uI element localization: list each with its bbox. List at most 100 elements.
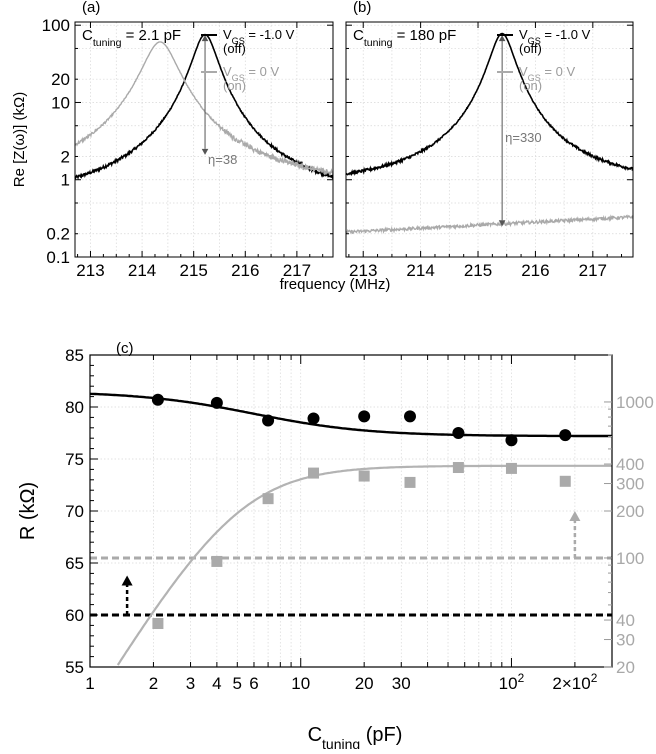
panel-c-point-eta [262,493,274,505]
panel-c-ytick-label: 85 [65,346,84,365]
panel-c-ytick-label: 70 [65,502,84,521]
panel-a-ytick-label: 20 [51,70,70,89]
panel-c-point-R [559,429,572,442]
panel-c-point-R [452,427,465,439]
panel-c-y2tick-label: 30 [616,631,635,650]
panel-c-xtick-label-part: 2 [518,671,525,685]
panel-a-legend-label-0-part: V [223,27,232,42]
panel-b-series-off [345,32,634,177]
panel-c-xtick-label: 2×102 [552,671,597,693]
panel-b-eta-label: η=330 [505,130,542,145]
panel-b-frame [345,21,634,258]
panel-c-xtick-label: 1 [85,674,94,693]
panel-c-point-eta [152,618,164,630]
panel-a-series-on [74,41,334,177]
panel-c-y2tick-label: 100 [616,549,644,568]
frame-layer [74,21,634,668]
panel-b-legend-label-1-part: V [519,64,528,79]
panel-c-xtick-label-part: 30 [392,674,411,693]
panel-c-xtick-label: 2 [149,674,158,693]
panel-c-fit-R [89,392,612,438]
panel-b-title: Ctuning = 180 pF [353,27,456,49]
panel-c-xlabel-part: C [308,724,322,746]
panel-b-legend-label-0-part: = -1.0 V [541,27,591,42]
panel-b-legend-label-0: VGS = -1.0 V [519,27,591,46]
panel-c-point-eta [308,467,320,479]
panel-c-ytick-label: 60 [65,606,84,625]
panel-a-legend-label-1-part: = 0 V [245,64,280,79]
panel-c-point-eta [559,475,571,487]
panel-b-legend-state-0: (off) [519,41,542,56]
panel-a-ytick-label: 1 [61,171,70,190]
panel-c-xlabel: Ctuning (pF) [308,724,403,749]
panel-a-ytick-label: 2 [61,147,70,166]
panel-a-xtick-label: 213 [76,261,104,280]
panel-c-xtick-label: 4 [212,674,221,693]
panel-b-legend-label-1: VGS = 0 V [519,64,575,83]
panel-c-ytick-label: 75 [65,450,84,469]
panel-c-xtick-label-part: 2 [149,674,158,693]
panel-a-frame [74,21,334,258]
panel-c-arrowhead-right [569,511,581,521]
panel-a-ytick-label: 10 [51,93,70,112]
panel-b-title-part: tuning [364,37,393,49]
panel-b-xtick-label: 213 [349,261,377,280]
panel-a-legend-label-0: VGS = -1.0 V [223,27,295,46]
panel-c-y2tick-label: 20 [616,658,635,677]
panel-a-xtick-label: 215 [179,261,207,280]
panel-c-xlabel-part: (pF) [360,724,402,746]
panel-c-point-R [403,410,416,423]
panel-c-y2tick-label: 200 [616,502,644,521]
panel-b-eta-arrowhead-bottom [498,220,506,227]
panel-c-point-R [358,410,371,423]
panel-c-point-eta [452,462,464,474]
panel-b-xtick-label: 215 [464,261,492,280]
panel-a-ytick-label: 100 [42,16,70,35]
panel-a-legend-state-0: (off) [223,41,246,56]
panel-a-eta-arrowhead-top [201,35,209,42]
panel-c-point-R [210,396,223,409]
panel-c-xtick-label-part: 1 [85,674,94,693]
panel-c-xtick-label-part: 5 [233,674,242,693]
panel-c-xtick-label: 6 [249,674,258,693]
data-layer [74,32,634,666]
panel-b-legend-label-0-part: GS [528,36,541,46]
panel-c-xtick-label: 3 [186,674,195,693]
panel-b-xtick-label: 217 [579,261,607,280]
panel-a-legend-label-1-part: GS [232,73,245,83]
panel-c-xtick-label-part: 3 [186,674,195,693]
panel-c-xtick-label: 20 [355,674,374,693]
panel-c-xtick-label-part: 4 [212,674,221,693]
panel-a-legend-label-0-part: GS [232,36,245,46]
panel-c-point-R [262,414,275,427]
panel-c-y2tick-label: 40 [616,611,635,630]
panel-c-xtick-label-part: 2 [591,671,598,685]
panel-c-y2tick-label: 400 [616,455,644,474]
panel-c-xtick-label-part: 20 [355,674,374,693]
panel-c-point-R [307,412,320,425]
panel-a-title-part: C [82,27,93,44]
panel-c-fit-eta [116,464,612,666]
panel-a-title-part: = 2.1 pF [121,27,181,44]
panel-c-ytick-label: 65 [65,554,84,573]
panel-a-legend-label-0-part: = -1.0 V [245,27,295,42]
panel-c-y2tick-label: 1000 [616,393,654,412]
panel-b-xtick-label: 214 [406,261,434,280]
grid-layer [75,22,633,668]
panel-c-xtick-label-part: 10 [499,674,518,693]
panel-a-legend-label-1: VGS = 0 V [223,64,279,83]
panel-a-eta-arrowhead-bottom [201,148,209,155]
panel-c-xlabel-part: tuning [322,736,360,749]
panel-c-y2tick-label: 300 [616,475,644,494]
panel-b-legend-state-1: (on) [519,78,542,93]
panel-b-series-on [345,214,634,235]
panel-a-label: (a) [82,0,100,16]
panel-c-point-eta [211,555,223,567]
panel-c-xtick-label-part: 6 [249,674,258,693]
panel-c-ytick-label: 80 [65,398,84,417]
panel-a-title-part: tuning [93,37,122,49]
panel-a-ylabel: Re [Z(ω)] (kΩ) [11,92,28,187]
panel-c-arrowhead-left [121,575,133,586]
